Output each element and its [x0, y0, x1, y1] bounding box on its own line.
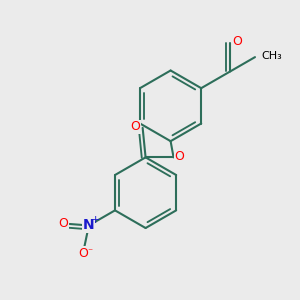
Text: O: O	[78, 247, 88, 260]
Text: +: +	[91, 215, 100, 225]
Text: CH₃: CH₃	[262, 51, 282, 61]
Text: O: O	[233, 35, 243, 48]
Text: O: O	[130, 120, 140, 134]
Text: O: O	[58, 217, 68, 230]
Text: ⁻: ⁻	[87, 247, 92, 257]
Text: N: N	[83, 218, 94, 233]
Text: O: O	[175, 150, 184, 163]
